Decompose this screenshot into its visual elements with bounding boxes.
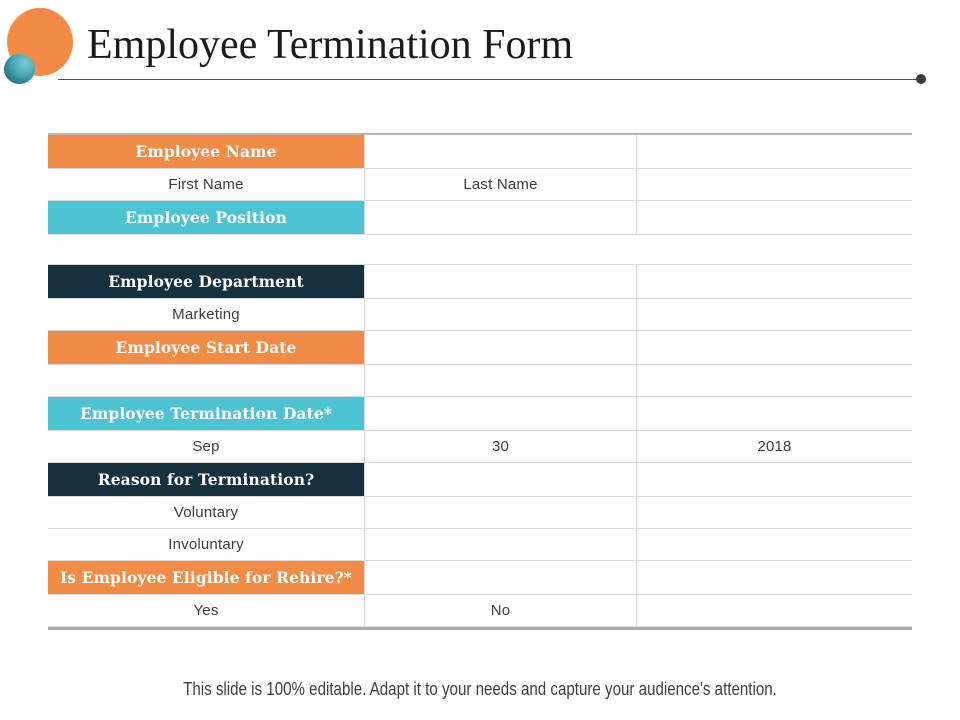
row-label-cell: Employee Start Date xyxy=(48,331,365,365)
table-value-row: Involuntary xyxy=(48,529,912,561)
form-cell[interactable] xyxy=(365,397,637,431)
row-label-cell: Employee Termination Date* xyxy=(48,397,365,431)
form-cell[interactable] xyxy=(637,397,912,431)
logo-teal-circle-icon xyxy=(4,54,35,84)
table-header-row: Employee Position xyxy=(48,201,912,235)
form-cell[interactable] xyxy=(637,497,912,529)
table-value-row: Voluntary xyxy=(48,497,912,529)
footer-note: This slide is 100% editable. Adapt it to… xyxy=(183,679,777,699)
form-cell[interactable]: Marketing xyxy=(48,299,365,331)
row-label-cell: Employee Department xyxy=(48,265,365,299)
form-cell[interactable] xyxy=(637,595,912,627)
table-header-row: Employee Termination Date* xyxy=(48,397,912,431)
form-cell[interactable] xyxy=(365,497,637,529)
termination-form-table: Employee Name First Name Last Name Employee… xyxy=(48,133,912,630)
table-header-row: Is Employee Eligible for Rehire?* xyxy=(48,561,912,595)
form-cell[interactable] xyxy=(365,135,637,169)
form-cell[interactable] xyxy=(365,463,637,497)
form-cell[interactable]: First Name xyxy=(48,169,365,201)
table-header-row: Reason for Termination? xyxy=(48,463,912,497)
form-cell[interactable]: Sep xyxy=(48,431,365,463)
form-cell[interactable] xyxy=(637,561,912,595)
page-title: Employee Termination Form xyxy=(87,22,574,68)
table-header-row: Employee Start Date xyxy=(48,331,912,365)
form-cell[interactable] xyxy=(365,331,637,365)
form-cell[interactable] xyxy=(365,365,637,397)
form-cell[interactable] xyxy=(365,299,637,331)
form-cell[interactable] xyxy=(637,529,912,561)
form-cell[interactable] xyxy=(637,135,912,169)
table-value-row: Sep 30 2018 xyxy=(48,431,912,463)
table-value-row xyxy=(48,365,912,397)
form-cell[interactable] xyxy=(637,169,912,201)
form-cell[interactable]: 30 xyxy=(365,431,637,463)
form-cell[interactable]: Last Name xyxy=(365,169,637,201)
form-cell[interactable]: Involuntary xyxy=(48,529,365,561)
form-section-name-position: Employee Name First Name Last Name Employee… xyxy=(48,133,912,235)
row-label-cell: Employee Name xyxy=(48,135,365,169)
form-cell[interactable]: Yes xyxy=(48,595,365,627)
form-cell[interactable] xyxy=(637,299,912,331)
form-section-details: Employee Department Marketing Employee Sta… xyxy=(48,264,912,630)
row-label-cell: Employee Position xyxy=(48,201,365,235)
title-line-end-dot xyxy=(916,74,926,84)
title-underline xyxy=(58,79,924,80)
form-cell[interactable] xyxy=(365,201,637,235)
row-label-cell: Is Employee Eligible for Rehire?* xyxy=(48,561,365,595)
table-header-row: Employee Department xyxy=(48,265,912,299)
form-cell[interactable] xyxy=(637,365,912,397)
table-value-row: Marketing xyxy=(48,299,912,331)
form-cell[interactable]: Voluntary xyxy=(48,497,365,529)
form-cell[interactable] xyxy=(365,529,637,561)
form-cell[interactable]: 2018 xyxy=(637,431,912,463)
table-value-row: First Name Last Name xyxy=(48,169,912,201)
form-cell[interactable]: No xyxy=(365,595,637,627)
form-cell[interactable] xyxy=(365,265,637,299)
form-cell[interactable] xyxy=(637,463,912,497)
form-cell[interactable] xyxy=(637,201,912,235)
row-label-cell: Reason for Termination? xyxy=(48,463,365,497)
form-cell[interactable] xyxy=(637,331,912,365)
form-cell[interactable] xyxy=(637,265,912,299)
table-value-row: Yes No xyxy=(48,595,912,627)
form-cell[interactable] xyxy=(48,365,365,397)
table-header-row: Employee Name xyxy=(48,135,912,169)
form-cell[interactable] xyxy=(365,561,637,595)
